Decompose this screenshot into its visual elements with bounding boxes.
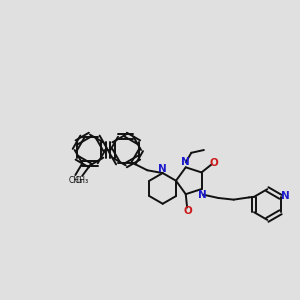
Text: O: O: [183, 206, 192, 216]
Text: O: O: [210, 158, 218, 168]
Text: N: N: [181, 157, 190, 167]
Text: CH₃: CH₃: [75, 176, 89, 185]
Text: N: N: [198, 190, 206, 200]
Text: CH₃: CH₃: [68, 176, 83, 185]
Text: N: N: [158, 164, 167, 174]
Text: N: N: [281, 191, 290, 201]
